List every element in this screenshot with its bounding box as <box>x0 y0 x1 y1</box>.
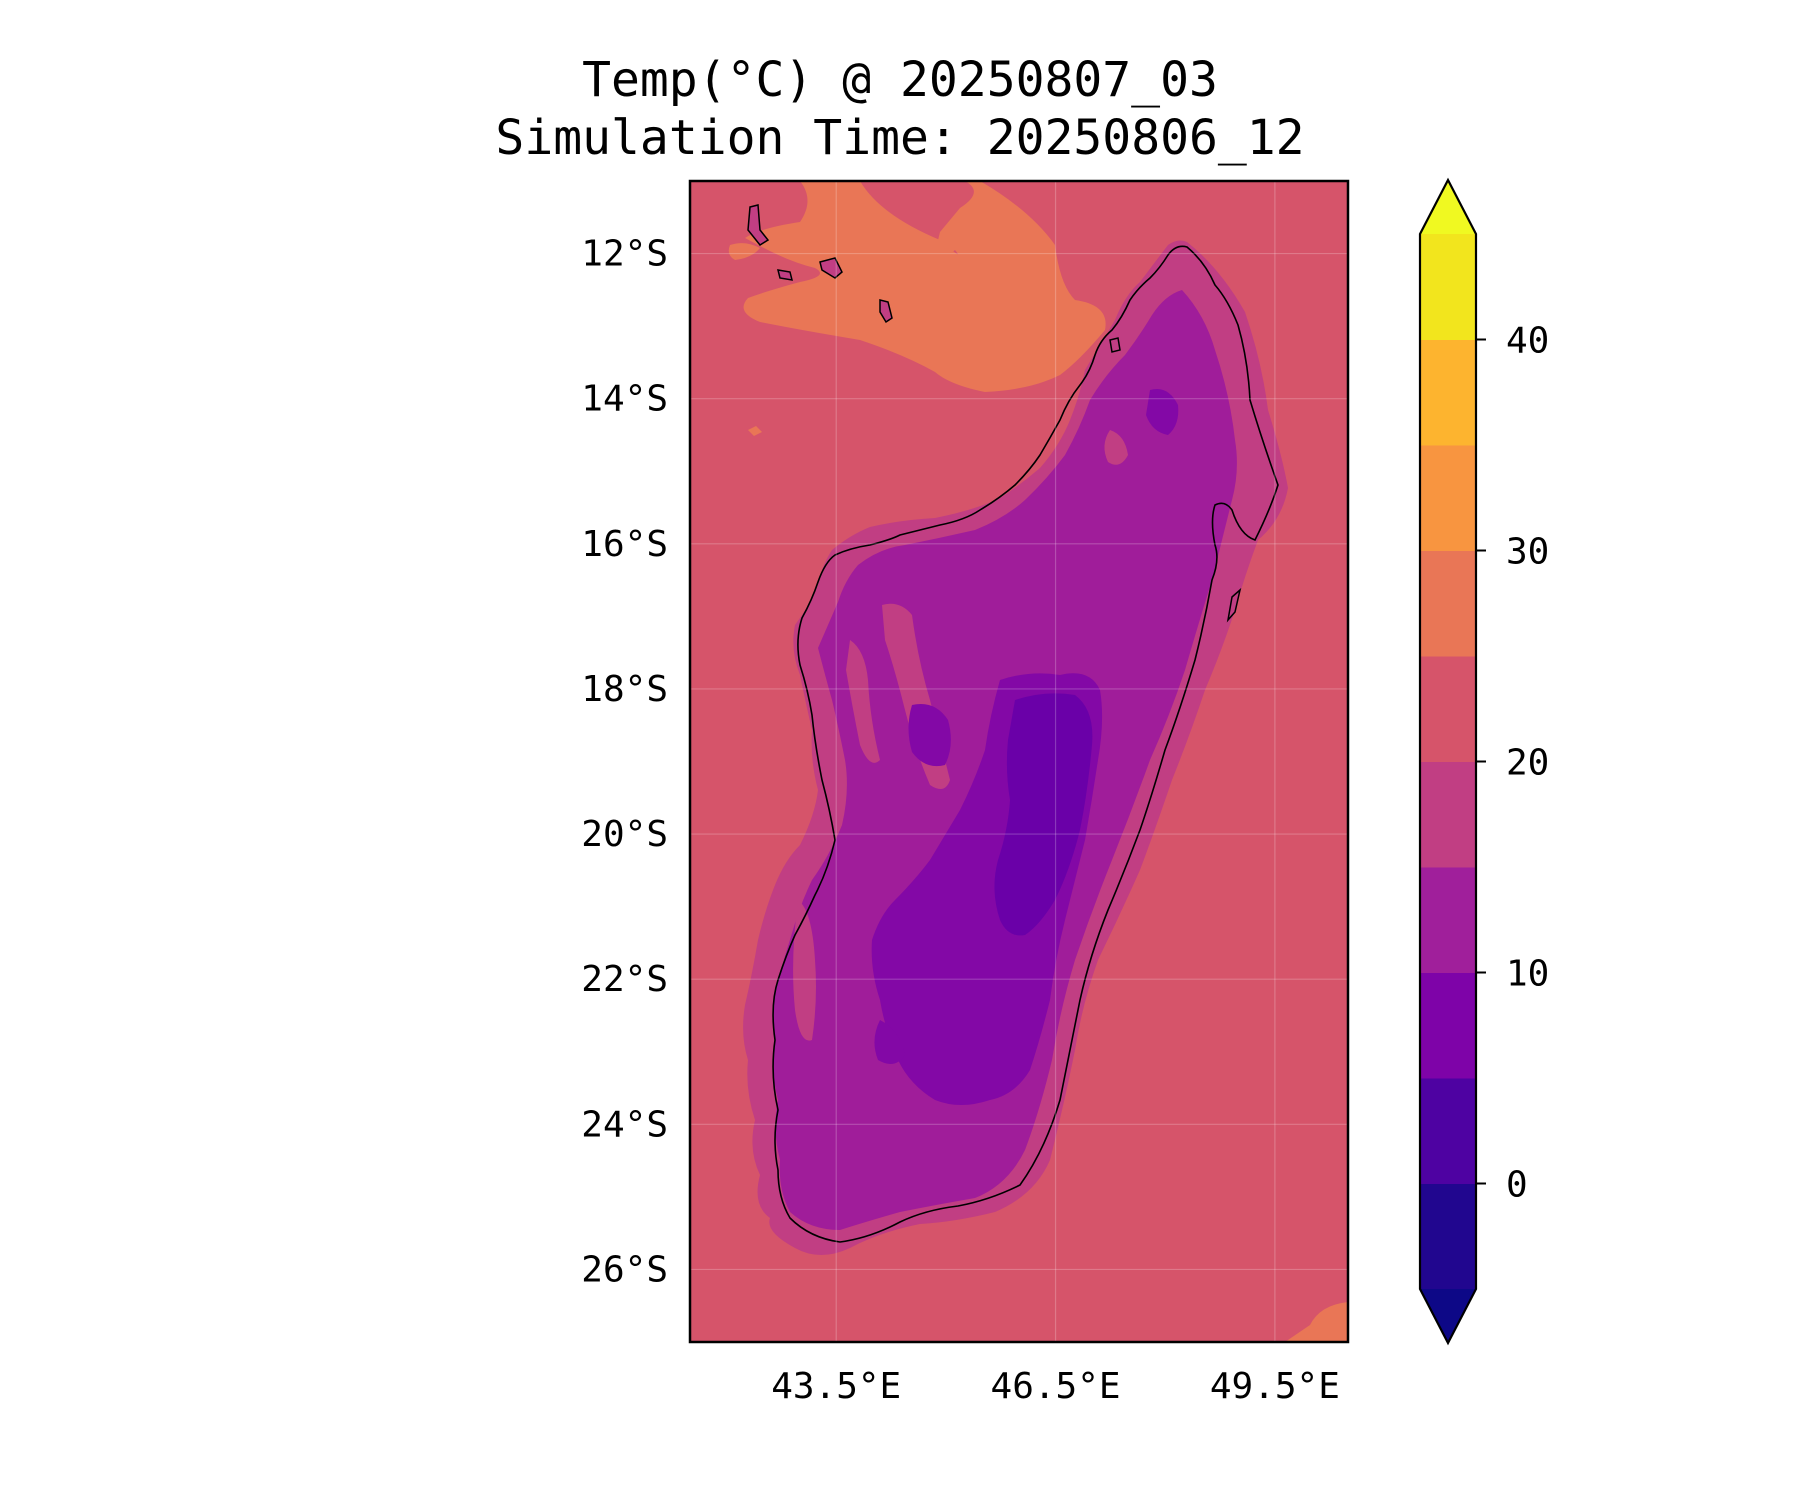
warm-patch-southeast <box>1285 1302 1348 1342</box>
latitude-tick-labels: 12°S 14°S 16°S 18°S 20°S 22°S 24°S 26°S <box>581 234 668 1291</box>
lat-tick-label: 12°S <box>581 234 668 275</box>
colorbar-segment <box>1420 234 1476 340</box>
colorbar-outline <box>1418 177 1478 1346</box>
lat-tick-label: 26°S <box>581 1249 668 1290</box>
colorbar-tick-label: 0 <box>1506 1165 1528 1206</box>
colorbar-tick-labels: 0 10 20 30 40 <box>1476 321 1549 1206</box>
lat-tick-label: 16°S <box>581 524 668 565</box>
colorbar-tick-label: 30 <box>1506 532 1549 573</box>
colorbar-segment <box>1420 972 1476 1079</box>
map-panel <box>690 181 1348 1342</box>
colorbar-under-arrow <box>1420 1289 1476 1343</box>
colorbar-tick-label: 20 <box>1506 743 1549 784</box>
island <box>776 269 794 281</box>
colorbar-segment <box>1420 1078 1476 1184</box>
map-title: Temp(°C) @ 20250807_03 <box>582 52 1218 108</box>
lat-tick-label: 22°S <box>581 959 668 1000</box>
warm-patch-dot <box>748 426 762 436</box>
colorbar-segment <box>1420 656 1476 762</box>
longitude-tick-labels: 43.5°E 46.5°E 49.5°E <box>771 1366 1340 1407</box>
lon-tick-label: 49.5°E <box>1210 1366 1340 1407</box>
lon-tick-label: 46.5°E <box>991 1366 1121 1407</box>
colorbar-segment <box>1420 550 1476 657</box>
colorbar-segment <box>1420 1183 1476 1290</box>
island <box>1226 587 1242 623</box>
island <box>747 204 770 246</box>
colorbar-segment <box>1420 867 1476 973</box>
madagascar-coastline <box>772 245 1279 1243</box>
lat-tick-label: 14°S <box>581 379 668 420</box>
inland-warm-ridge <box>1104 430 1128 465</box>
graticule <box>690 181 1348 1342</box>
map-frame <box>688 179 1350 1344</box>
lat-tick-label: 20°S <box>581 814 668 855</box>
colorbar-tick-label: 10 <box>1506 954 1549 995</box>
lat-tick-label: 24°S <box>581 1104 668 1145</box>
highland-cool-region <box>908 704 951 767</box>
colorbar-segment <box>1420 339 1476 446</box>
island <box>819 257 843 279</box>
highland-cool-region <box>1146 389 1179 435</box>
island <box>879 299 893 324</box>
inland-warm-ridge <box>846 640 880 763</box>
highland-cool-region <box>874 1020 905 1064</box>
island <box>1109 337 1121 353</box>
colorbar-segment <box>1420 445 1476 551</box>
colorbar-over-arrow <box>1420 180 1476 234</box>
warm-temperature-patch <box>743 181 1106 392</box>
temperature-colorbar <box>1418 177 1478 1346</box>
highland-cold-core <box>994 693 1093 936</box>
colorbar-tick-label: 40 <box>1506 321 1549 362</box>
lat-tick-label: 18°S <box>581 669 668 710</box>
simulation-time-subtitle: Simulation Time: 20250806_12 <box>495 110 1305 166</box>
inland-warm-ridge <box>793 900 816 1041</box>
colorbar-segment <box>1420 761 1476 868</box>
lon-tick-label: 43.5°E <box>771 1366 901 1407</box>
warm-patch-west-strip <box>728 243 760 260</box>
